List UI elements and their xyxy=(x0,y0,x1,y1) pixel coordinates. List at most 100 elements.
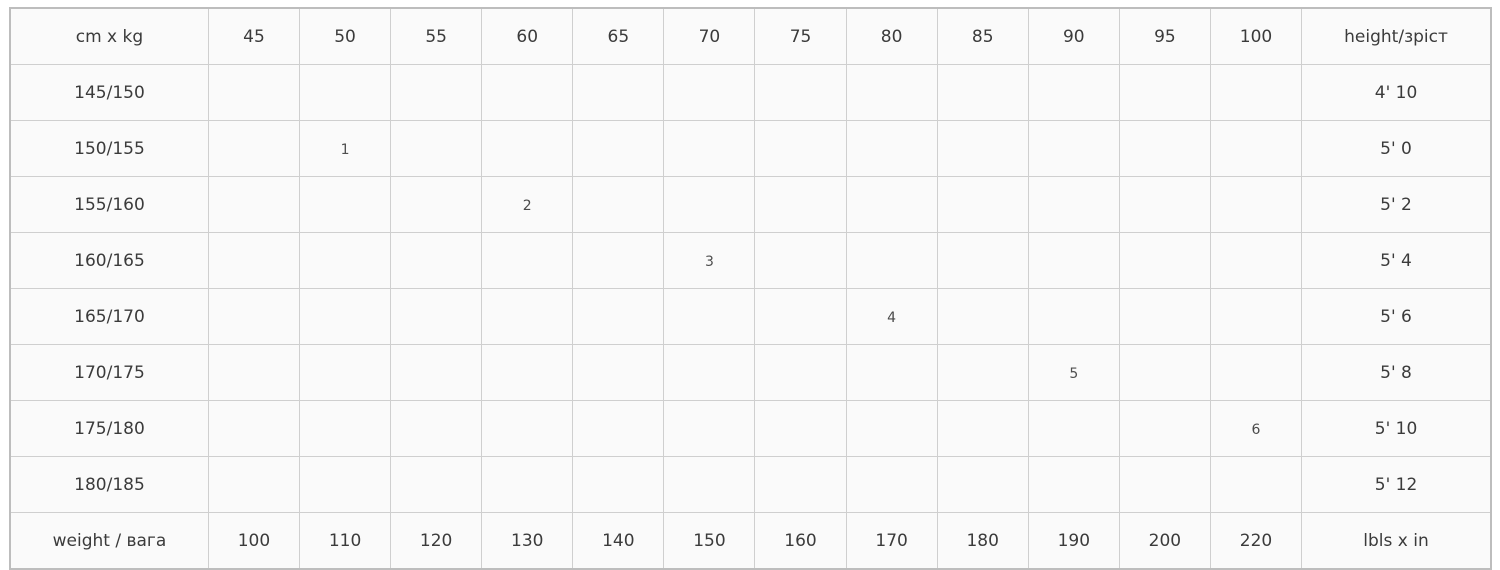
size-cell-r6-c6[interactable] xyxy=(663,344,756,401)
size-cell-r5-c1[interactable] xyxy=(207,288,301,345)
size-cell-r4-c10[interactable] xyxy=(1027,232,1120,289)
size-cell-r7-c4[interactable] xyxy=(481,400,574,457)
size-cell-r1-c6[interactable] xyxy=(663,64,756,121)
size-cell-r8-c2[interactable] xyxy=(298,456,392,513)
size-cell-r2-c9[interactable] xyxy=(936,120,1029,177)
size-cell-r1-c2[interactable] xyxy=(298,64,392,121)
size-cell-r2-c10[interactable] xyxy=(1027,120,1120,177)
size-cell-r1-c3[interactable] xyxy=(390,64,483,121)
table-row: 170/175 5 5' 8 xyxy=(9,344,1492,401)
size-cell-r8-c8[interactable] xyxy=(845,456,938,513)
size-cell-r2-c12[interactable] xyxy=(1209,120,1303,177)
size-cell-r7-c9[interactable] xyxy=(936,400,1029,457)
size-cell-r4-c1[interactable] xyxy=(207,232,301,289)
size-cell-r6-c12[interactable] xyxy=(1209,344,1303,401)
size-cell-r6-c1[interactable] xyxy=(207,344,301,401)
size-cell-r2-c4[interactable] xyxy=(481,120,574,177)
size-cell-r4-c5[interactable] xyxy=(572,232,665,289)
size-cell-r1-c11[interactable] xyxy=(1118,64,1211,121)
size-cell-r6-c4[interactable] xyxy=(481,344,574,401)
size-cell-r5-c12[interactable] xyxy=(1209,288,1303,345)
size-cell-r3-c9[interactable] xyxy=(936,176,1029,233)
size-cell-r6-c11[interactable] xyxy=(1118,344,1211,401)
size-cell-r2-c5[interactable] xyxy=(572,120,665,177)
size-cell-r5-c3[interactable] xyxy=(390,288,483,345)
size-cell-r4-c8[interactable] xyxy=(845,232,938,289)
size-cell-r3-c5[interactable] xyxy=(572,176,665,233)
size-cell-r2-c8[interactable] xyxy=(845,120,938,177)
size-cell-r8-c6[interactable] xyxy=(663,456,756,513)
size-cell-r5-c2[interactable] xyxy=(298,288,392,345)
size-cell-r4-c9[interactable] xyxy=(936,232,1029,289)
size-cell-r8-c11[interactable] xyxy=(1118,456,1211,513)
size-cell-r4-c3[interactable] xyxy=(390,232,483,289)
size-cell-r2-c1[interactable] xyxy=(207,120,301,177)
size-cell-r4-c6[interactable]: 3 xyxy=(663,232,756,289)
size-cell-r5-c5[interactable] xyxy=(572,288,665,345)
size-cell-r2-c3[interactable] xyxy=(390,120,483,177)
size-cell-r7-c11[interactable] xyxy=(1118,400,1211,457)
size-cell-r7-c3[interactable] xyxy=(390,400,483,457)
size-cell-r5-c6[interactable] xyxy=(663,288,756,345)
size-cell-r5-c9[interactable] xyxy=(936,288,1029,345)
weight-lbs-footer-200: 200 xyxy=(1118,512,1211,570)
size-cell-r2-c11[interactable] xyxy=(1118,120,1211,177)
size-cell-r3-c7[interactable] xyxy=(754,176,847,233)
size-cell-r3-c1[interactable] xyxy=(207,176,301,233)
size-cell-r2-c6[interactable] xyxy=(663,120,756,177)
size-cell-r5-c4[interactable] xyxy=(481,288,574,345)
size-cell-r1-c10[interactable] xyxy=(1027,64,1120,121)
size-cell-r7-c12[interactable]: 6 xyxy=(1209,400,1303,457)
size-cell-r4-c12[interactable] xyxy=(1209,232,1303,289)
size-cell-r8-c9[interactable] xyxy=(936,456,1029,513)
header-row: cm x kg 45 50 55 60 65 70 75 80 85 90 95 100 height/з… xyxy=(9,7,1492,65)
size-cell-r3-c8[interactable] xyxy=(845,176,938,233)
size-cell-r4-c7[interactable] xyxy=(754,232,847,289)
size-cell-r1-c4[interactable] xyxy=(481,64,574,121)
size-cell-r4-c11[interactable] xyxy=(1118,232,1211,289)
size-cell-r1-c5[interactable] xyxy=(572,64,665,121)
size-cell-r8-c3[interactable] xyxy=(390,456,483,513)
size-cell-r6-c9[interactable] xyxy=(936,344,1029,401)
size-cell-r7-c5[interactable] xyxy=(572,400,665,457)
size-cell-r6-c7[interactable] xyxy=(754,344,847,401)
size-cell-r5-c7[interactable] xyxy=(754,288,847,345)
size-cell-r8-c1[interactable] xyxy=(207,456,301,513)
size-cell-r7-c8[interactable] xyxy=(845,400,938,457)
size-cell-r7-c6[interactable] xyxy=(663,400,756,457)
size-cell-r8-c7[interactable] xyxy=(754,456,847,513)
size-cell-r3-c6[interactable] xyxy=(663,176,756,233)
size-cell-r7-c2[interactable] xyxy=(298,400,392,457)
size-cell-r6-c10[interactable]: 5 xyxy=(1027,344,1120,401)
size-cell-r7-c10[interactable] xyxy=(1027,400,1120,457)
size-cell-r8-c12[interactable] xyxy=(1209,456,1303,513)
height-ft-label-5: 5' 6 xyxy=(1301,288,1492,345)
size-cell-r8-c4[interactable] xyxy=(481,456,574,513)
size-cell-r2-c7[interactable] xyxy=(754,120,847,177)
size-cell-r1-c9[interactable] xyxy=(936,64,1029,121)
size-cell-r1-c1[interactable] xyxy=(207,64,301,121)
size-cell-r2-c2[interactable]: 1 xyxy=(298,120,392,177)
size-cell-r7-c1[interactable] xyxy=(207,400,301,457)
size-cell-r5-c8[interactable]: 4 xyxy=(845,288,938,345)
size-cell-r6-c2[interactable] xyxy=(298,344,392,401)
size-cell-r6-c3[interactable] xyxy=(390,344,483,401)
size-cell-r8-c5[interactable] xyxy=(572,456,665,513)
size-cell-r3-c12[interactable] xyxy=(1209,176,1303,233)
size-cell-r3-c10[interactable] xyxy=(1027,176,1120,233)
size-cell-r5-c10[interactable] xyxy=(1027,288,1120,345)
size-cell-r1-c12[interactable] xyxy=(1209,64,1303,121)
size-cell-r3-c3[interactable] xyxy=(390,176,483,233)
size-cell-r6-c5[interactable] xyxy=(572,344,665,401)
size-cell-r3-c11[interactable] xyxy=(1118,176,1211,233)
size-cell-r6-c8[interactable] xyxy=(845,344,938,401)
size-cell-r7-c7[interactable] xyxy=(754,400,847,457)
size-cell-r3-c2[interactable] xyxy=(298,176,392,233)
size-cell-r4-c2[interactable] xyxy=(298,232,392,289)
size-cell-r5-c11[interactable] xyxy=(1118,288,1211,345)
size-cell-r3-c4[interactable]: 2 xyxy=(481,176,574,233)
size-cell-r8-c10[interactable] xyxy=(1027,456,1120,513)
size-cell-r4-c4[interactable] xyxy=(481,232,574,289)
size-cell-r1-c7[interactable] xyxy=(754,64,847,121)
size-cell-r1-c8[interactable] xyxy=(845,64,938,121)
